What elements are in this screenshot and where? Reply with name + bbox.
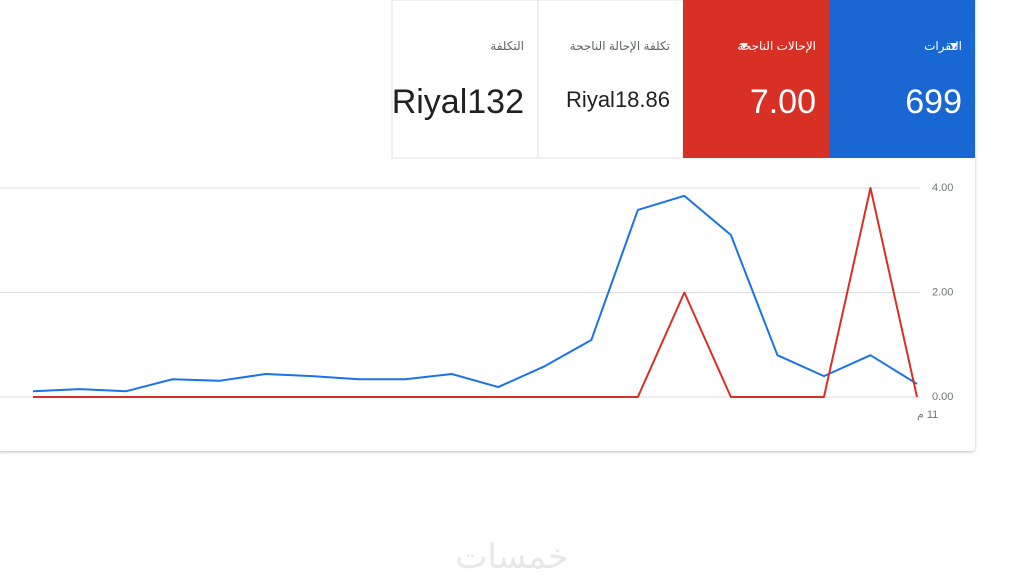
y-tick-label: 0.00: [932, 391, 953, 403]
card-title: تكلفة الإحالة الناجحة: [570, 39, 670, 53]
card-title: التكلفة: [490, 39, 524, 53]
card-cost[interactable]: [391, 0, 539, 159]
card-title: الإحالات الناجحة: [737, 39, 816, 53]
card-clicks[interactable]: [830, 0, 975, 158]
card-conversions[interactable]: [683, 0, 830, 158]
card-value: Riyal18.86: [566, 87, 670, 112]
y-tick-label: 2.00: [932, 286, 953, 298]
series-line: [32, 194, 918, 393]
x-tick-label: 11 م: [917, 409, 938, 421]
series-line: [33, 187, 918, 398]
card-cpa[interactable]: [537, 0, 684, 159]
chart: 0.00 2.00 4.00 11 م: [0, 182, 953, 421]
y-tick-label: 4.00: [932, 182, 953, 194]
card-value: Riyal132: [392, 83, 524, 121]
watermark: خمسات: [455, 538, 568, 576]
dropdown-icon[interactable]: [950, 43, 958, 49]
card-value: 7.00: [750, 83, 816, 121]
card-title: النقرات: [924, 39, 962, 54]
dropdown-icon[interactable]: [740, 43, 748, 49]
card-value: 699: [905, 83, 962, 121]
